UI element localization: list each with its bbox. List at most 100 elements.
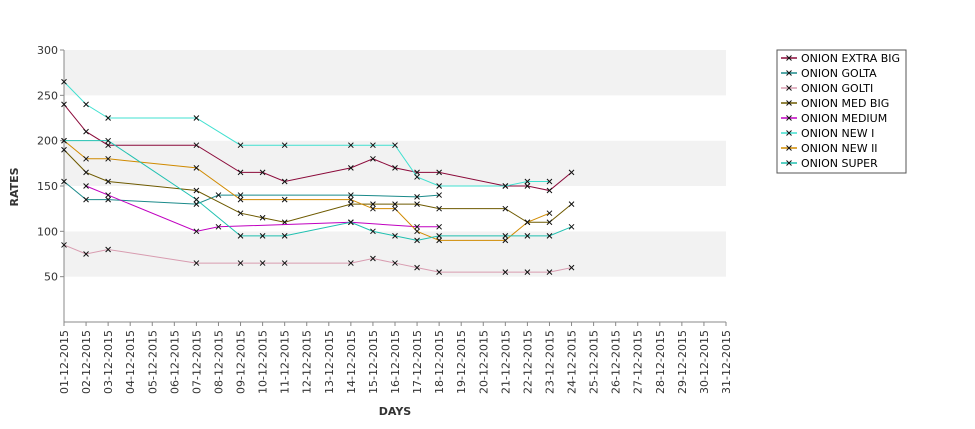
legend-swatch-marker (786, 55, 792, 61)
data-point (414, 237, 420, 244)
legend-label: ONION MED BIG (801, 97, 889, 110)
legend-label: ONION SUPER (801, 157, 878, 170)
data-point (237, 260, 244, 266)
data-point (61, 242, 67, 248)
series-onion-golta (61, 178, 442, 207)
data-point (193, 165, 200, 171)
x-tick-label: 09-12-2015 (235, 330, 248, 394)
data-point (348, 192, 354, 198)
data-point (436, 169, 442, 176)
data-point (414, 223, 420, 230)
data-point (105, 137, 111, 144)
y-tick-label: 200 (37, 135, 58, 148)
data-point (215, 192, 222, 198)
x-tick-label: 04-12-2015 (124, 330, 137, 394)
data-point (193, 196, 200, 203)
data-point (436, 237, 442, 244)
data-point (83, 169, 89, 176)
data-point (502, 237, 509, 244)
data-point (414, 264, 420, 271)
y-axis: 50 100 150 200 250 300 (37, 44, 65, 322)
data-point (502, 269, 509, 275)
y-axis-label: RATES (8, 167, 21, 206)
data-point (370, 228, 376, 235)
x-tick-label: 20-12-2015 (477, 330, 490, 394)
data-point (392, 205, 398, 212)
data-point (193, 187, 200, 194)
data-point (193, 115, 200, 121)
data-point (259, 214, 266, 221)
data-point (546, 210, 553, 217)
x-tick-label: 03-12-2015 (102, 330, 115, 394)
data-point (281, 260, 288, 266)
data-point (568, 201, 575, 207)
data-point (414, 228, 420, 235)
data-point (436, 223, 442, 230)
legend-swatch-marker (786, 160, 792, 166)
data-point (61, 101, 67, 108)
legend-label: ONION NEW I (801, 127, 874, 140)
legend-swatch-marker (786, 85, 792, 91)
data-point (61, 78, 67, 85)
data-point (436, 205, 442, 212)
data-point (568, 169, 575, 176)
data-point (105, 246, 111, 253)
x-tick-label: 24-12-2015 (566, 330, 579, 394)
data-point (348, 142, 354, 149)
data-point (392, 201, 398, 207)
data-point (524, 178, 531, 185)
data-point (83, 196, 89, 203)
legend-swatch-marker (786, 100, 792, 106)
series-onion-super (61, 137, 575, 244)
legend-label: ONION EXTRA BIG (801, 52, 900, 65)
data-point (546, 233, 553, 239)
data-point (237, 210, 244, 217)
legend-swatch-marker (786, 70, 792, 76)
data-point (524, 219, 531, 226)
x-tick-label: 31-12-2015 (720, 330, 733, 394)
legend-label: ONION GOLTI (801, 82, 873, 95)
data-point (105, 142, 111, 149)
legend-item: ONION NEW II (781, 142, 878, 155)
x-tick-label: 13-12-2015 (323, 330, 336, 394)
x-tick-label: 02-12-2015 (80, 330, 93, 394)
data-point (105, 178, 111, 185)
plot-background-bands (64, 50, 726, 322)
x-tick-label: 21-12-2015 (499, 330, 512, 394)
grid-band (64, 276, 726, 322)
series-onion-golti (61, 242, 575, 275)
x-tick-label: 26-12-2015 (610, 330, 623, 394)
legend-item: ONION GOLTI (781, 82, 873, 95)
y-tick-label: 300 (37, 44, 58, 57)
data-point (524, 183, 531, 189)
x-tick-label: 28-12-2015 (654, 330, 667, 394)
data-point (370, 255, 376, 262)
data-point (61, 137, 67, 144)
x-tick-label: 30-12-2015 (698, 330, 711, 394)
data-point (237, 233, 244, 239)
series-line (63, 140, 550, 241)
data-point (502, 205, 509, 212)
data-point (237, 196, 244, 203)
x-tick-label: 05-12-2015 (146, 330, 159, 394)
x-tick-label: 14-12-2015 (345, 330, 358, 394)
data-point (568, 223, 575, 230)
series-onion-medium (83, 183, 442, 235)
x-tick-label: 17-12-2015 (411, 330, 424, 394)
y-tick-label: 50 (44, 271, 58, 284)
series-lines (61, 78, 575, 275)
x-tick-label: 19-12-2015 (455, 330, 468, 394)
legend-item: ONION MED BIG (781, 97, 889, 110)
data-point (370, 155, 376, 162)
legend-item: ONION NEW I (781, 127, 874, 140)
data-point (61, 178, 67, 185)
x-axis: 01-12-2015 02-12-2015 03-12-2015 04-12-2015… (58, 321, 733, 394)
x-tick-label: 25-12-2015 (588, 330, 601, 394)
data-point (259, 169, 266, 176)
data-point (281, 233, 288, 239)
data-point (193, 260, 200, 266)
data-point (546, 269, 553, 275)
data-point (237, 169, 244, 176)
data-point (105, 192, 111, 198)
legend-swatch-marker (786, 145, 792, 151)
